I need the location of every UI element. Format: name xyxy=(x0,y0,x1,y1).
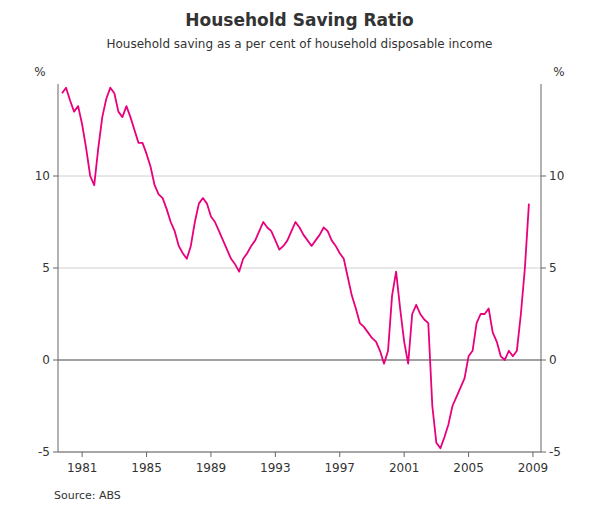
y2-tick xyxy=(541,360,546,361)
x-tick-label: 1993 xyxy=(260,461,291,475)
x-tick-label: 2001 xyxy=(389,461,420,475)
x-tick-label: 1985 xyxy=(131,461,162,475)
x-tick xyxy=(82,452,83,457)
line xyxy=(62,88,529,449)
y-tick-label: 10 xyxy=(35,169,50,183)
subtitle: Household saving as a per cent of househ… xyxy=(107,37,493,51)
y-tick-label: 0 xyxy=(42,353,50,367)
x-tick xyxy=(468,452,469,457)
x-tick xyxy=(532,452,533,457)
source: Source: ABS xyxy=(54,489,121,502)
grid-line xyxy=(58,268,541,269)
x-tick-label: 2005 xyxy=(453,461,484,475)
y2-axis-label: % xyxy=(553,65,564,79)
x-tick xyxy=(146,452,147,457)
x-tick xyxy=(210,452,211,457)
chart: Household Saving Ratio Household saving a… xyxy=(0,0,599,509)
y2-tick xyxy=(541,176,546,177)
y-tick xyxy=(53,268,58,269)
y-tick xyxy=(53,452,58,453)
y-tick-label: 5 xyxy=(42,261,50,275)
grid xyxy=(58,176,541,452)
y-tick xyxy=(53,176,58,177)
y2-tick xyxy=(541,452,546,453)
x-tick-label: 2009 xyxy=(518,461,549,475)
y2-tick-label: 5 xyxy=(549,261,557,275)
title: Household Saving Ratio xyxy=(185,10,413,30)
y2-tick xyxy=(541,268,546,269)
plot-area xyxy=(62,88,529,449)
y-tick-label: -5 xyxy=(38,445,50,459)
y2-tick-label: 0 xyxy=(549,353,557,367)
x-tick xyxy=(404,452,405,457)
x-tick-label: 1981 xyxy=(67,461,98,475)
x-tick-label: 1997 xyxy=(324,461,355,475)
x-tick-label: 1989 xyxy=(196,461,227,475)
x-tick xyxy=(339,452,340,457)
y-tick xyxy=(53,360,58,361)
x-tick xyxy=(275,452,276,457)
y-axis-label: % xyxy=(34,65,45,79)
y2-tick-label: 10 xyxy=(549,169,564,183)
grid-line xyxy=(58,176,541,177)
y2-tick-label: -5 xyxy=(549,445,561,459)
